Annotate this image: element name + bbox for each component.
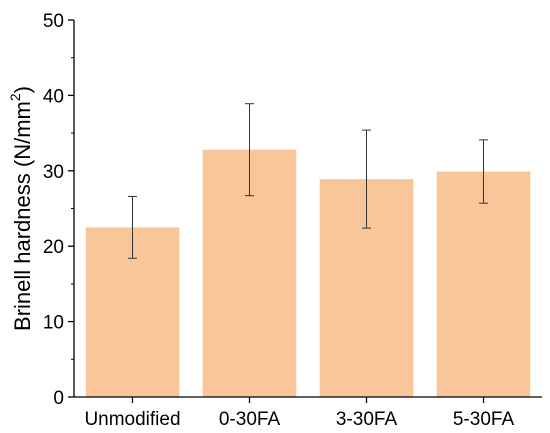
x-tick-label: 5-30FA [453,409,515,430]
x-ticks-layer: Unmodified 0-30FA 3-30FA 5-30FA [84,397,514,430]
error-bar-unmodified [128,195,137,259]
y-tick-label: 10 [43,313,64,334]
x-tick-label: Unmodified [84,409,180,430]
error-bar-5-30fa [479,139,488,204]
y-ticks-layer: 0 10 20 30 40 50 [43,11,74,409]
error-bar-0-30fa [245,103,254,197]
y-tick-label: 20 [43,237,64,258]
y-tick-label: 40 [43,86,64,107]
bars-layer [85,149,531,397]
y-axis-title-close: ) [10,86,35,93]
y-tick-label: 50 [43,11,64,32]
y-axis-title-superscript: 2 [7,93,23,101]
error-bars-layer [128,103,488,259]
x-tick-label: 3-30FA [336,409,398,430]
y-tick-label: 30 [43,162,64,183]
bar-5-30fa [436,171,531,397]
y-axis-title: Brinell hardness (N/mm2) [7,86,35,331]
y-tick-label: 0 [53,388,64,409]
y-axis-title-main: Brinell hardness (N/mm [10,101,35,331]
error-bar-3-30fa [362,129,371,229]
x-tick-label: 0-30FA [219,409,281,430]
